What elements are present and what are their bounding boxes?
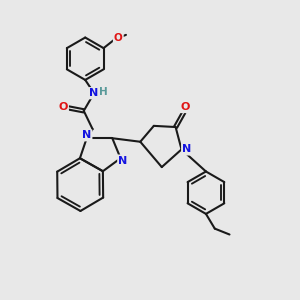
Text: O: O xyxy=(58,102,68,112)
Text: H: H xyxy=(99,87,108,97)
Text: O: O xyxy=(181,102,190,112)
Text: N: N xyxy=(82,130,91,140)
Text: N: N xyxy=(89,88,99,98)
Text: N: N xyxy=(182,144,191,154)
Text: O: O xyxy=(114,32,123,43)
Text: N: N xyxy=(118,156,128,166)
